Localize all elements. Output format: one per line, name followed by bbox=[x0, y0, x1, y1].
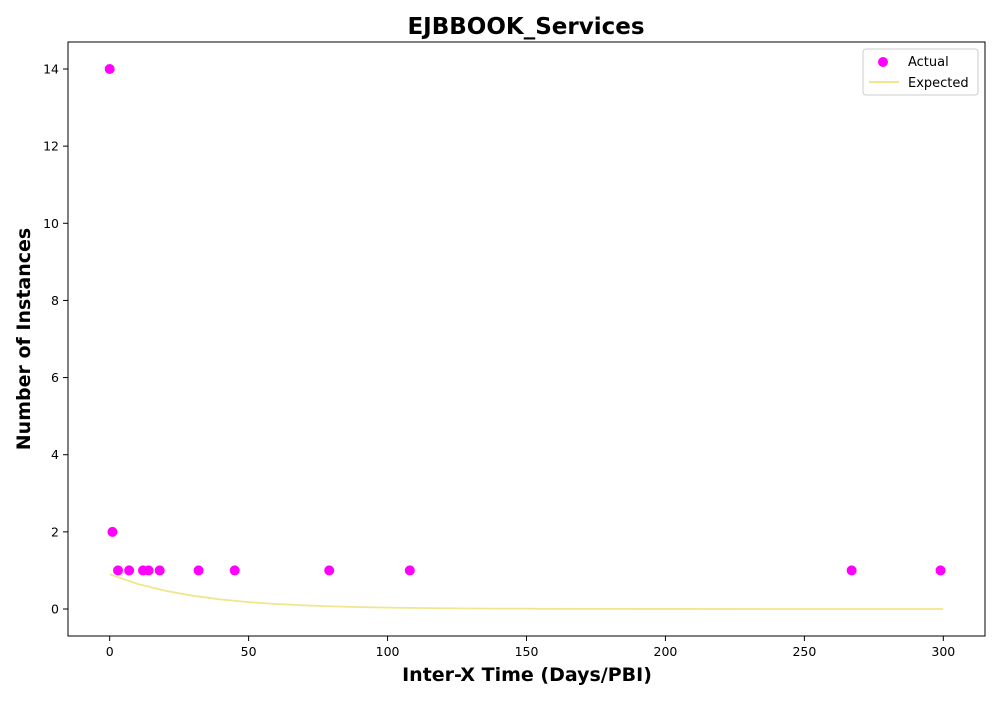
x-tick-label: 0 bbox=[106, 644, 114, 659]
legend-box bbox=[862, 48, 979, 96]
actual-point bbox=[104, 64, 115, 74]
actual-point bbox=[107, 526, 118, 537]
actual-point bbox=[143, 565, 154, 576]
y-tick-label: 2 bbox=[51, 524, 59, 539]
actual-point bbox=[935, 565, 946, 576]
x-tick-label: 300 bbox=[931, 644, 955, 659]
actual-point bbox=[324, 565, 335, 576]
legend-actual-marker bbox=[878, 57, 888, 67]
y-tick-label: 14 bbox=[43, 62, 59, 77]
x-tick-label: 50 bbox=[241, 644, 257, 659]
legend-expected-label: Expected bbox=[908, 76, 969, 91]
axes: 0 50 100 150 200 250 300 0 2 4 6 8 10 12 14 bbox=[43, 41, 986, 659]
x-tick-label: 250 bbox=[792, 644, 816, 659]
expected-line bbox=[109, 573, 944, 610]
actual-point bbox=[113, 565, 124, 576]
y-tick-label: 8 bbox=[51, 293, 59, 308]
chart-title: EJBBOOK_Services bbox=[407, 14, 644, 40]
actual-point bbox=[124, 565, 135, 576]
x-axis-label: Inter-X Time (Days/PBI) bbox=[402, 664, 652, 686]
actual-point bbox=[193, 565, 204, 576]
x-tick-label: 150 bbox=[515, 644, 539, 659]
y-tick-label: 4 bbox=[51, 447, 59, 462]
x-tick-label: 200 bbox=[654, 644, 678, 659]
actual-point bbox=[154, 565, 165, 576]
actual-point bbox=[846, 565, 857, 576]
y-tick-label: 0 bbox=[51, 602, 59, 617]
y-tick-label: 6 bbox=[51, 370, 59, 385]
legend: Actual Expected bbox=[862, 48, 979, 96]
y-axis-label: Number of Instances bbox=[13, 228, 35, 450]
actual-point bbox=[229, 565, 240, 576]
legend-actual-label: Actual bbox=[908, 55, 949, 70]
x-tick-label: 100 bbox=[376, 644, 400, 659]
y-tick-label: 10 bbox=[43, 216, 59, 231]
y-tick-label: 12 bbox=[43, 139, 59, 154]
plot-area bbox=[104, 64, 946, 610]
actual-point bbox=[404, 565, 415, 576]
